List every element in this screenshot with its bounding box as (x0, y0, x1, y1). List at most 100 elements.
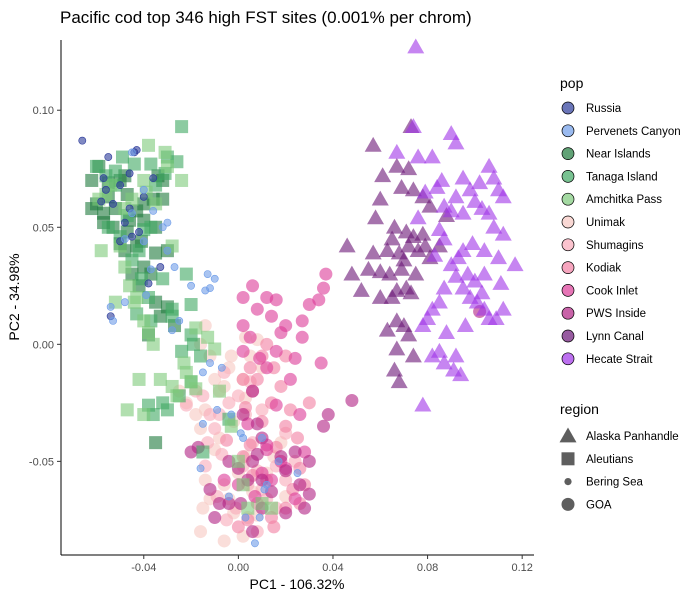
data-point-pervenets-canyon (236, 429, 245, 438)
legend-label-amchitka-pass: Amchitka Pass (586, 194, 662, 206)
data-point-pws-inside (298, 501, 312, 515)
legend-title-region: region (560, 401, 599, 417)
data-point-kodiak (274, 379, 288, 393)
data-point-kodiak (279, 419, 293, 433)
data-point-pervenets-canyon (106, 302, 115, 311)
data-point-hecate-strait (475, 242, 493, 258)
axes-layer: -0.04 0.00 0.04 0.08 0.12 -0.05 0.00 0.05 0.10 (29, 40, 534, 574)
data-point-cook-inlet (319, 267, 333, 281)
data-point-hecate-strait (423, 347, 441, 363)
legend-label-russia: Russia (586, 103, 622, 115)
data-point-tanaga-island (156, 272, 170, 286)
data-point-pervenets-canyon (120, 298, 129, 307)
data-point-pervenets-canyon (109, 317, 117, 325)
data-point-hecate-strait (480, 157, 498, 173)
legend-shape-aleutians (561, 452, 575, 466)
data-point-lynn-canal (393, 260, 411, 276)
data-point-pervenets-canyon (158, 223, 167, 232)
data-point-hecate-strait (414, 317, 432, 332)
data-point-near-islands (149, 246, 163, 260)
data-point-pws-inside (246, 525, 260, 539)
data-point-cook-inlet (260, 361, 274, 375)
data-point-hecate-strait (409, 209, 427, 225)
data-point-unimak (196, 501, 210, 515)
data-point-russia (104, 153, 113, 161)
data-point-russia (125, 169, 134, 178)
data-point-amchitka-pass (175, 173, 189, 187)
data-point-hecate-strait (449, 249, 467, 265)
data-point-pws-inside (212, 497, 226, 510)
data-point-lynn-canal (352, 281, 370, 297)
legend-title-pop: pop (560, 75, 584, 91)
data-point-shumagins (255, 403, 269, 417)
data-point-hecate-strait (447, 134, 465, 150)
data-point-hecate-strait (437, 324, 455, 339)
data-point-kodiak (243, 361, 257, 375)
data-point-pervenets-canyon (149, 206, 158, 215)
data-point-tanaga-island (194, 349, 208, 363)
data-point-lynn-canal (409, 242, 427, 258)
data-point-hecate-strait (471, 174, 489, 190)
data-point-lynn-canal (385, 218, 403, 234)
data-point-unimak (217, 534, 231, 548)
data-point-shumagins (220, 513, 234, 527)
data-point-lynn-canal (393, 178, 411, 194)
data-point-amchitka-pass (236, 478, 250, 492)
data-point-pervenets-canyon (225, 492, 233, 501)
data-point-hecate-strait (466, 193, 484, 208)
data-point-pws-inside (345, 394, 359, 407)
data-point-cook-inlet (250, 302, 264, 316)
data-point-pws-inside (246, 454, 260, 468)
x-tick-label: 0.04 (322, 562, 343, 574)
legend-swatch-unimak (561, 215, 575, 229)
data-point-lynn-canal (397, 279, 415, 295)
data-point-lynn-canal (390, 373, 408, 389)
data-point-hecate-strait (423, 148, 441, 164)
legend-swatch-lynn-canal (561, 329, 575, 343)
data-point-pervenets-canyon (227, 410, 236, 419)
data-point-hecate-strait (454, 204, 472, 220)
data-point-lynn-canal (388, 340, 406, 356)
data-point-russia (102, 185, 110, 194)
data-point-hecate-strait (454, 169, 472, 185)
data-point-russia (109, 199, 117, 208)
legend-swatch-amchitka-pass (561, 192, 575, 206)
data-point-amchitka-pass (264, 501, 278, 515)
data-point-cook-inlet (317, 281, 331, 295)
data-point-lynn-canal (388, 157, 406, 173)
data-point-cook-inlet (236, 319, 250, 333)
legend-swatch-pws-inside (561, 306, 575, 320)
legend-label-kodiak: Kodiak (586, 263, 621, 275)
data-point-lynn-canal (383, 289, 401, 304)
data-point-kodiak (267, 520, 281, 534)
data-point-lynn-canal (367, 209, 385, 225)
data-point-cook-inlet (253, 351, 267, 365)
data-point-lynn-canal (407, 265, 425, 281)
data-point-cook-inlet (269, 398, 283, 412)
data-point-hecate-strait (461, 181, 479, 197)
data-point-lynn-canal (359, 260, 377, 276)
data-point-russia (135, 228, 143, 236)
data-point-cook-inlet (236, 291, 250, 304)
y-tick-label: 0.05 (33, 222, 54, 234)
data-point-tanaga-island (196, 445, 210, 459)
data-point-cook-inlet (302, 298, 316, 312)
data-point-lynn-canal (400, 237, 418, 253)
data-point-amchitka-pass (137, 314, 151, 328)
data-point-cook-inlet (269, 344, 283, 358)
data-point-hecate-strait (435, 354, 453, 370)
data-point-pws-inside (246, 384, 260, 398)
data-point-kodiak (302, 396, 316, 410)
legend: pop region Russia Pervenets Canyon Near Is… (559, 75, 681, 511)
data-point-hecate-strait (456, 317, 474, 332)
legend-label-aleutians: Aleutians (586, 454, 634, 466)
data-point-pervenets-canyon (260, 485, 269, 494)
legend-shape-alaska-panhandle (559, 427, 577, 443)
data-point-amchitka-pass (94, 244, 108, 258)
data-point-tanaga-island (134, 272, 148, 286)
data-point-lynn-canal (400, 160, 418, 176)
data-point-pervenets-canyon (170, 263, 179, 271)
data-point-amchitka-pass (153, 372, 167, 386)
data-point-amchitka-pass (142, 326, 156, 340)
data-point-russia (144, 279, 153, 288)
